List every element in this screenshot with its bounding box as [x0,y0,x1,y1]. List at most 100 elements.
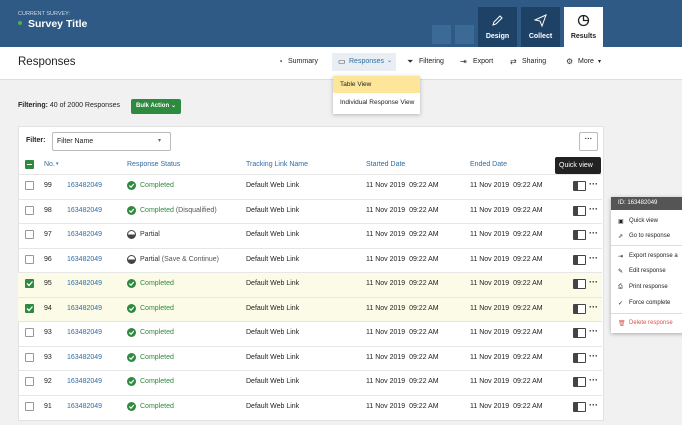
toolbar-icon: ◔ [278,57,283,66]
dropdown-item[interactable]: Table View [340,81,372,88]
tab[interactable]: Design [478,7,517,47]
started-date: 11 Nov 2019 09:22 AM [366,182,439,189]
response-id[interactable]: 163482049 [67,402,103,410]
share-button[interactable] [432,25,451,44]
menu-item[interactable]: Go to response [629,233,671,239]
ended-date: 11 Nov 2019 09:22 AM [470,304,543,312]
status-icon [127,377,136,386]
row-checkbox[interactable] [25,303,34,313]
quick-view-button[interactable] [573,230,586,240]
row-more[interactable]: ··· [589,301,598,312]
response-status: Completed [140,329,174,336]
row-more[interactable]: ··· [589,350,598,361]
tools-button[interactable] [455,25,474,44]
ended-date: 11 Nov 2019 09:22 AM [470,402,543,410]
column-header: Started Date [366,161,406,168]
response-status: Partial [140,231,160,238]
header-checkbox[interactable] [25,160,34,169]
menu-icon: ✎ [618,269,624,275]
row-checkbox[interactable] [25,205,34,215]
toolbar-item[interactable]: Summary [288,58,318,65]
row-checkbox[interactable] [25,328,34,337]
dropdown-item[interactable]: Individual Response View [340,99,415,106]
dropdown-selected [333,76,420,93]
response-id[interactable]: 163482049 [67,255,103,263]
started-date: 11 Nov 2019 09:22 AM [366,206,439,214]
quick-view-button[interactable] [573,328,586,338]
quick-view-button[interactable] [573,401,586,412]
row-more[interactable]: ··· [589,179,598,189]
more-button[interactable]: ··· [579,132,598,151]
status-dot [18,21,22,25]
row-more[interactable]: ··· [589,203,598,214]
quick-view-button[interactable] [573,205,586,216]
table-row [18,272,602,297]
row-more[interactable]: ··· [589,326,598,336]
quick-view-button[interactable] [573,377,586,387]
toolbar-item[interactable]: Sharing [522,58,547,65]
response-id[interactable]: 163482049 [67,182,103,189]
row-checkbox[interactable] [25,279,34,288]
status-note: (Disqualified) [175,206,217,214]
row-more[interactable]: ··· [589,375,598,385]
quick-view-button[interactable] [573,352,586,363]
context-menu: ID: 163482049 ▣ Quick view ⇗ Go to response… [611,197,682,333]
quick-view-button[interactable] [573,279,586,289]
response-id[interactable]: 163482049 [67,304,103,312]
response-id[interactable]: 163482049 [67,329,103,336]
tracking-link: Default Web Link [246,402,300,410]
row-checkbox[interactable] [25,352,34,362]
toolbar-item[interactable]: More [578,58,594,65]
row-checkbox[interactable] [25,181,34,190]
table-row [18,394,602,420]
filter-placeholder: Filter Name [57,138,94,145]
caret: ▾ [158,138,162,144]
menu-item[interactable]: Delete response [629,320,673,326]
separator [611,313,682,314]
quick-view-button[interactable] [573,181,586,191]
row-more[interactable]: ··· [589,228,598,238]
ended-date: 11 Nov 2019 09:22 AM [470,329,543,336]
tab[interactable]: Collect [521,7,560,47]
response-id[interactable]: 163482049 [67,231,103,238]
row-more[interactable]: ··· [589,252,598,263]
menu-item[interactable]: Print response [629,284,668,290]
filter-count: 40 of 2000 Responses [49,102,120,109]
row-checkbox[interactable] [25,254,34,264]
table-row [18,345,602,371]
toolbar-icon: ▭ [338,57,346,66]
quick-view-button[interactable] [573,254,586,265]
menu-item[interactable]: Export response a [629,253,678,259]
row-checkbox[interactable] [25,230,34,239]
quick-view-button[interactable] [573,303,586,314]
started-date: 11 Nov 2019 09:22 AM [366,353,439,361]
toolbar-item[interactable]: Responses [349,58,385,65]
toolbar-item[interactable]: Export [473,58,494,65]
menu-item[interactable]: Quick view [629,218,659,224]
column-header[interactable]: No. [44,161,55,168]
tab[interactable]: Results [564,7,603,47]
status-text: Completed [140,378,174,385]
separator [611,245,682,246]
survey-title[interactable]: Survey Title [28,18,88,30]
menu-item[interactable]: Edit response [629,268,666,274]
response-id[interactable]: 163482049 [67,206,103,214]
row-checkbox[interactable] [25,377,34,386]
filter-select[interactable]: Filter Name ▾ [52,132,171,151]
ended-date: 11 Nov 2019 09:22 AM [470,231,543,238]
toolbar-item[interactable]: Filtering [419,58,444,65]
table-row [18,370,602,395]
response-id[interactable]: 163482049 [67,280,103,287]
response-id[interactable]: 163482049 [67,378,103,385]
row-number: 97 [44,231,52,238]
bulk-action-button[interactable]: Bulk Action ⌄ [131,99,181,114]
row-more[interactable]: ··· [589,399,598,410]
response-id[interactable]: 163482049 [67,353,103,361]
row-checkbox[interactable] [25,401,34,411]
menu-item[interactable]: Force complete [629,300,671,306]
response-status: Completed [140,280,174,287]
row-more[interactable]: ··· [589,277,598,287]
menu-title: ID: 163482049 [618,200,658,206]
status-icon [127,181,136,190]
